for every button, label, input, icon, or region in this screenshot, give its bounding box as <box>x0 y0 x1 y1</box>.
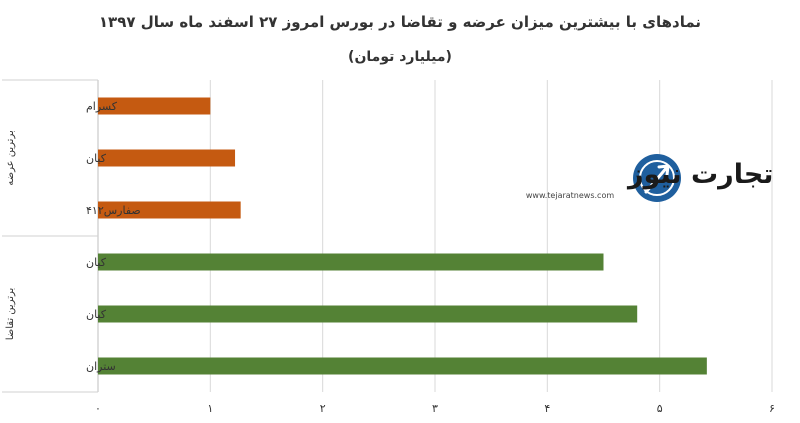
bar <box>98 149 236 167</box>
category-label: کسرام <box>86 100 118 113</box>
category-label: کیان <box>86 152 107 165</box>
x-tick-label: ۳ <box>432 402 438 415</box>
watermark: تجارت نیوز www.tejaratnews.com <box>526 154 773 202</box>
x-tick-labels: ۰ ۱ ۲ ۳ ۴ ۵ ۶ <box>95 402 775 415</box>
category-label: کیان <box>86 308 107 321</box>
group-label-supply: برترین عرضه <box>5 130 16 186</box>
watermark-logo-text: تجارت نیوز <box>626 159 773 190</box>
x-tick-label: ۰ <box>95 402 101 415</box>
bar <box>98 97 211 115</box>
x-tick-label: ۴ <box>544 402 550 415</box>
category-labels: کسرام کیان صفارس۴۱۲ کیان کیان ستران <box>86 100 141 373</box>
x-tick-label: ۲ <box>320 402 326 415</box>
x-tick-label: ۱ <box>207 402 213 415</box>
x-tick-label: ۶ <box>769 402 775 415</box>
chart-title: نمادهای با بیشترین میزان عرضه و تقاضا در… <box>99 13 701 31</box>
grid <box>209 80 773 392</box>
bar <box>98 357 707 375</box>
category-label: صفارس۴۱۲ <box>86 204 141 217</box>
group-label-demand: برترین تقاضا <box>5 288 16 341</box>
bar <box>98 253 604 271</box>
bar <box>98 305 638 323</box>
globe-arrow-icon <box>633 154 681 202</box>
bars <box>98 97 707 375</box>
bar <box>98 201 241 219</box>
category-label: کیان <box>86 256 107 269</box>
watermark-url: www.tejaratnews.com <box>526 191 614 200</box>
category-label: ستران <box>86 360 116 373</box>
chart-subtitle: (میلیارد تومان) <box>348 49 452 65</box>
x-tick-label: ۵ <box>657 402 663 415</box>
